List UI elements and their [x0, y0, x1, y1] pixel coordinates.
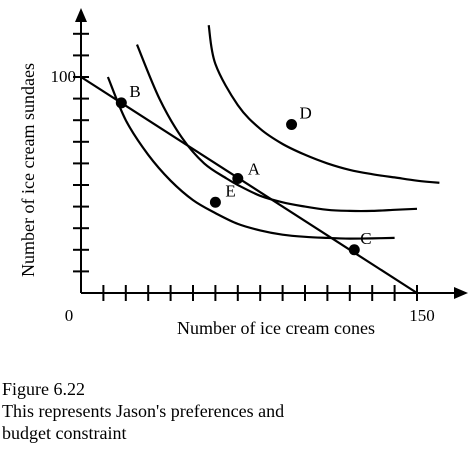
caption-line-1: Figure 6.22	[2, 379, 85, 399]
caption-line-3: budget constraint	[2, 423, 127, 443]
caption-line-2: This represents Jason's preferences and	[2, 401, 285, 421]
x-tick-label-0: 0	[65, 306, 74, 325]
axes	[75, 8, 468, 299]
indifference-curve-2	[135, 44, 418, 213]
point-e-label: E	[225, 181, 235, 200]
x-tick-label-150: 150	[409, 306, 435, 325]
indifference-curve-3	[207, 25, 440, 184]
ticks	[73, 32, 418, 301]
x-axis-title: Number of ice cream cones	[177, 318, 375, 338]
indifference-curve-1	[106, 76, 395, 240]
y-tick-label-100: 100	[51, 67, 77, 86]
point-c-marker	[348, 244, 360, 256]
points: A B C D E	[115, 82, 372, 256]
indifference-curves	[106, 25, 440, 240]
budget-line	[80, 76, 418, 294]
point-b-marker	[115, 97, 127, 109]
x-axis-arrow	[454, 287, 468, 299]
point-a-label: A	[248, 160, 261, 179]
point-d-label: D	[300, 104, 312, 123]
point-d-marker	[286, 119, 298, 131]
y-axis-arrow	[75, 8, 87, 22]
budget-constraint	[80, 76, 418, 294]
point-b-label: B	[129, 82, 140, 101]
y-axis-title: Number of ice cream sundaes	[18, 63, 38, 277]
point-e-marker	[209, 196, 221, 208]
point-c-label: C	[360, 229, 371, 248]
figure-caption: Figure 6.22 This represents Jason's pref…	[2, 378, 284, 444]
point-a-marker	[232, 173, 244, 185]
